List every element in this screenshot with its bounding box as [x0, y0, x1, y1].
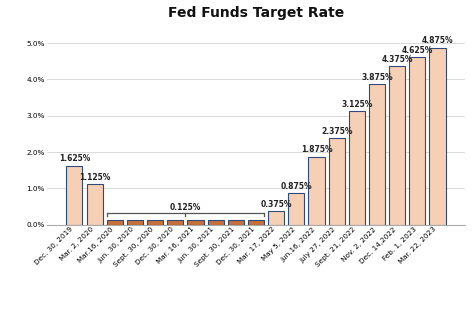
Bar	[147, 220, 163, 225]
Bar	[66, 166, 82, 225]
Bar	[309, 157, 325, 225]
Text: 3.875%: 3.875%	[361, 73, 393, 82]
Text: 4.875%: 4.875%	[422, 37, 453, 46]
Bar	[107, 220, 123, 225]
Bar	[127, 220, 143, 225]
Text: 0.875%: 0.875%	[281, 182, 312, 191]
Bar	[429, 48, 446, 225]
Bar	[167, 220, 183, 225]
Text: 1.625%: 1.625%	[59, 154, 90, 163]
Bar	[208, 220, 224, 225]
Bar	[288, 193, 304, 225]
Bar	[349, 111, 365, 225]
Text: 3.125%: 3.125%	[341, 100, 373, 109]
Bar	[369, 84, 385, 225]
Bar	[228, 220, 244, 225]
Bar	[409, 57, 425, 225]
Bar	[187, 220, 203, 225]
Text: 2.375%: 2.375%	[321, 127, 352, 136]
Text: 1.125%: 1.125%	[79, 173, 110, 182]
Title: Fed Funds Target Rate: Fed Funds Target Rate	[168, 6, 344, 20]
Bar	[248, 220, 264, 225]
Text: 0.125%: 0.125%	[170, 202, 201, 212]
Bar	[328, 139, 345, 225]
Text: 4.375%: 4.375%	[382, 55, 413, 64]
Bar	[389, 66, 405, 225]
Text: 4.625%: 4.625%	[401, 46, 433, 55]
Bar	[87, 184, 103, 225]
Bar	[268, 211, 284, 225]
Text: 0.375%: 0.375%	[260, 200, 292, 209]
Text: 1.875%: 1.875%	[301, 145, 332, 154]
